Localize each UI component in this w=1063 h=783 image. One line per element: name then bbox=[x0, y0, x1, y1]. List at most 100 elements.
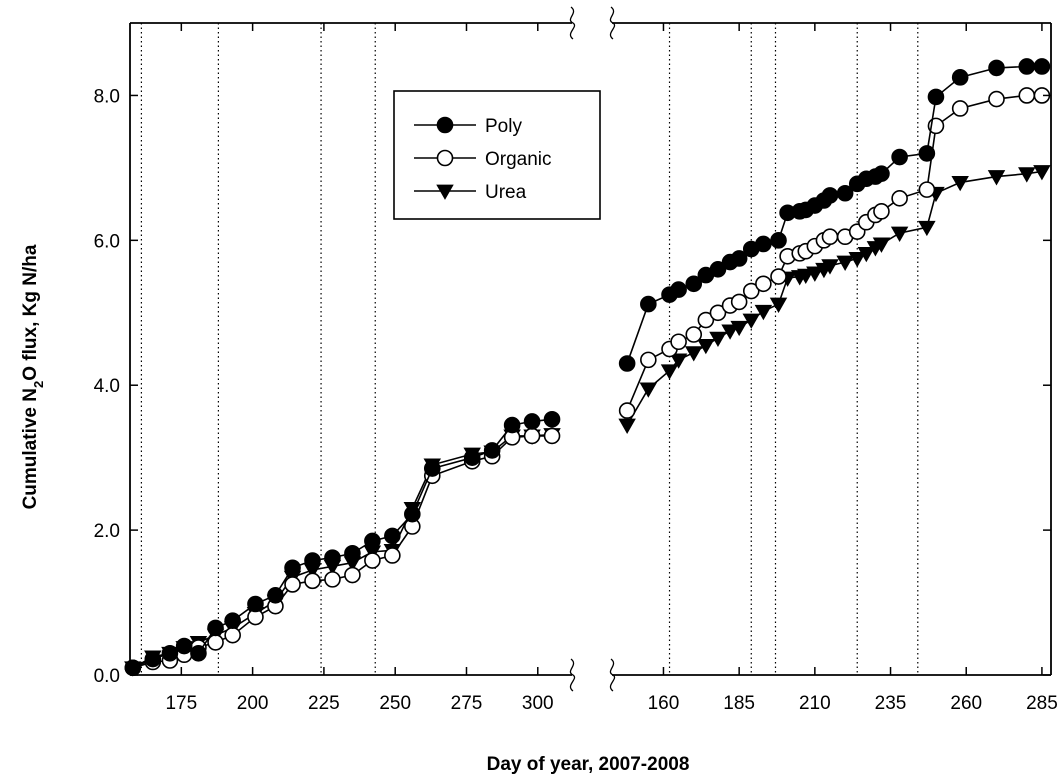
y-tick-label: 0.0 bbox=[94, 666, 120, 687]
data-point bbox=[873, 165, 890, 182]
data-point bbox=[951, 69, 969, 86]
y-tick-label: 8.0 bbox=[94, 86, 120, 107]
x-tick-label: 250 bbox=[379, 693, 411, 714]
data-point bbox=[175, 637, 193, 655]
data-point bbox=[685, 275, 703, 293]
x-tick-label: 175 bbox=[165, 693, 197, 714]
data-point bbox=[436, 184, 454, 200]
data-point bbox=[284, 576, 301, 593]
data-point bbox=[685, 326, 703, 343]
legend-label: Poly bbox=[485, 116, 522, 137]
data-point bbox=[618, 402, 636, 419]
data-point bbox=[806, 266, 824, 282]
data-point bbox=[324, 549, 341, 566]
y-axis-title: Cumulative N2O flux, Kg N/ha bbox=[20, 244, 46, 509]
data-point bbox=[1018, 58, 1036, 75]
x-tick-label: 285 bbox=[1026, 693, 1058, 714]
data-point bbox=[247, 595, 264, 613]
series-line-urea bbox=[132, 433, 553, 669]
data-point bbox=[988, 59, 1005, 77]
axis-break-mark-0 bbox=[569, 6, 576, 40]
data-point bbox=[669, 353, 688, 369]
data-point bbox=[618, 418, 636, 434]
data-point bbox=[144, 650, 162, 668]
plot-frame bbox=[129, 6, 1052, 692]
data-point bbox=[709, 261, 727, 278]
data-point bbox=[742, 282, 760, 300]
data-point bbox=[709, 304, 727, 322]
x-tick-label: 185 bbox=[723, 693, 755, 714]
data-point bbox=[404, 505, 421, 523]
data-point bbox=[344, 544, 361, 562]
data-point bbox=[872, 237, 891, 253]
data-point bbox=[670, 281, 687, 298]
data-point bbox=[267, 587, 284, 604]
data-point bbox=[364, 552, 381, 569]
data-point bbox=[660, 364, 679, 380]
series-line-poly bbox=[626, 65, 1042, 364]
data-point bbox=[124, 659, 142, 677]
data-point bbox=[770, 232, 787, 249]
data-point bbox=[721, 324, 739, 340]
data-point bbox=[951, 100, 969, 117]
data-point bbox=[697, 311, 715, 329]
data-point bbox=[836, 184, 854, 202]
x-tick-label: 200 bbox=[237, 693, 269, 714]
series-line-urea bbox=[626, 170, 1043, 426]
legend-label: Urea bbox=[485, 182, 527, 203]
axis-ticks: 0.0 2.0 4.0 6.0 8.0 175 200 225 250 275 300 160 185 2… bbox=[94, 23, 1058, 714]
y-tick-label: 4.0 bbox=[94, 376, 120, 397]
data-point bbox=[640, 351, 657, 369]
data-point bbox=[988, 90, 1005, 108]
legend-label: Organic bbox=[485, 149, 552, 170]
x-axis-title: Day of year, 2007-2008 bbox=[487, 754, 690, 775]
data-point bbox=[436, 149, 454, 167]
data-point bbox=[891, 190, 908, 207]
x-tick-label: 300 bbox=[522, 693, 554, 714]
data-point bbox=[1033, 58, 1051, 75]
data-point bbox=[670, 333, 687, 351]
event-lines bbox=[140, 23, 919, 675]
data-point bbox=[364, 532, 381, 550]
data-point bbox=[161, 644, 179, 662]
data-point bbox=[755, 275, 772, 293]
data-point bbox=[1018, 87, 1036, 104]
data-point bbox=[918, 145, 936, 162]
data-point bbox=[207, 634, 224, 651]
series-poly bbox=[124, 58, 1051, 677]
axis-break-mark-1 bbox=[609, 6, 616, 40]
data-point bbox=[754, 304, 773, 321]
data-point bbox=[873, 203, 890, 220]
data-point bbox=[523, 413, 541, 430]
data-point bbox=[857, 246, 876, 263]
data-point bbox=[224, 612, 241, 629]
data-point bbox=[918, 220, 936, 237]
series-line-organic bbox=[132, 435, 552, 669]
data-point bbox=[463, 449, 481, 466]
data-point bbox=[927, 88, 945, 106]
x-tick-label: 225 bbox=[308, 693, 340, 714]
legend: Poly Organic Urea bbox=[393, 90, 601, 220]
series-layer bbox=[124, 58, 1051, 677]
data-point bbox=[821, 187, 839, 204]
data-point bbox=[324, 571, 341, 588]
data-point bbox=[685, 346, 703, 362]
data-point bbox=[770, 268, 787, 285]
data-point bbox=[730, 250, 748, 267]
data-point bbox=[730, 293, 748, 311]
data-point bbox=[918, 181, 936, 198]
x-tick-label: 160 bbox=[648, 693, 680, 714]
data-point bbox=[344, 566, 361, 584]
data-point bbox=[890, 226, 909, 242]
data-point bbox=[503, 416, 521, 434]
data-point bbox=[640, 295, 657, 313]
data-point bbox=[423, 460, 441, 477]
series-urea bbox=[124, 165, 1051, 677]
data-point bbox=[709, 331, 727, 348]
data-point bbox=[639, 382, 658, 398]
data-point bbox=[987, 170, 1006, 186]
data-point bbox=[848, 252, 866, 268]
axis-break-mark-3 bbox=[609, 658, 616, 692]
data-point bbox=[304, 572, 321, 590]
